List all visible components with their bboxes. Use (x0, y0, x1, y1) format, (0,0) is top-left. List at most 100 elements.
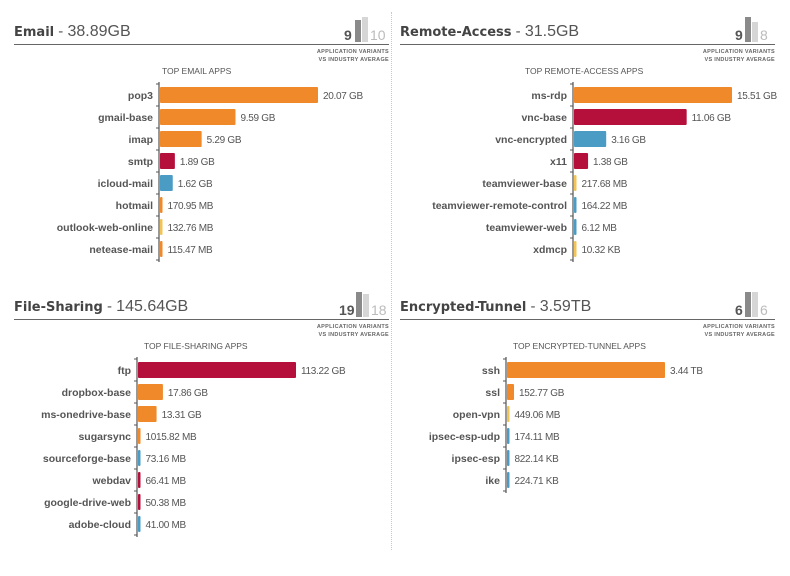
category-label: dropbox-base (62, 387, 132, 399)
value-label: 15.51 GB (737, 91, 777, 102)
bar (138, 472, 141, 488)
bar (160, 131, 202, 147)
category-label: xdmcp (533, 244, 567, 256)
category-label: smtp (128, 156, 153, 168)
panel-divider (391, 12, 392, 550)
category-total: 38.89GB (67, 23, 131, 40)
panel-header: Encrypted-Tunnel - 3.59TB 6 6 (400, 287, 775, 320)
variants-indicator: 6 6 (695, 287, 775, 319)
value-label: 73.16 MB (146, 454, 187, 465)
chart-title: TOP REMOTE-ACCESS APPS (525, 66, 644, 76)
category-name: File-Sharing (14, 300, 103, 315)
bar (138, 406, 157, 422)
bar (507, 384, 515, 400)
bar (138, 516, 141, 532)
category-name: Encrypted-Tunnel (400, 300, 527, 315)
caption-line: VS INDUSTRY AVERAGE (704, 332, 775, 338)
value-label: 3.16 GB (611, 135, 646, 146)
category-label: ike (485, 475, 500, 487)
bar (574, 175, 577, 191)
bar (574, 87, 732, 103)
bar (160, 109, 236, 125)
bar (138, 494, 141, 510)
industry-average-count: 6 (760, 302, 768, 318)
category-label: icloud-mail (98, 178, 154, 190)
bar (507, 406, 510, 422)
industry-average-bar (362, 17, 368, 42)
bar (574, 241, 577, 257)
category-label: ms-rdp (531, 90, 567, 102)
chart-title: TOP FILE-SHARING APPS (144, 341, 248, 351)
category-label: vnc-encrypted (495, 134, 567, 146)
value-label: 152.77 GB (519, 388, 565, 399)
category-name: Email (14, 25, 55, 40)
bar (160, 175, 173, 191)
value-label: 5.29 GB (207, 135, 242, 146)
bar (138, 428, 141, 444)
bar (160, 241, 163, 257)
app-variants-count: 19 (339, 302, 355, 318)
caption-line: APPLICATION VARIANTS (702, 324, 775, 330)
bar (160, 197, 163, 213)
value-label: 224.71 KB (515, 476, 560, 487)
value-label: 217.68 MB (582, 179, 628, 190)
value-label: 132.76 MB (168, 223, 214, 234)
value-label: 1.38 GB (593, 157, 628, 168)
category-label: sourceforge-base (43, 453, 131, 465)
panel-title: Email - 38.89GB (14, 23, 131, 41)
app-variants-bar (745, 292, 751, 317)
industry-average-count: 10 (370, 27, 386, 43)
value-label: 164.22 MB (582, 201, 628, 212)
value-label: 10.32 KB (582, 245, 621, 256)
industry-average-count: 8 (760, 27, 768, 43)
value-label: 174.11 MB (515, 432, 561, 443)
title-separator: - (54, 23, 68, 40)
app-variants-count: 9 (344, 27, 352, 43)
caption-line: VS INDUSTRY AVERAGE (318, 332, 389, 338)
category-label: google-drive-web (44, 497, 131, 509)
category-label: adobe-cloud (69, 519, 131, 531)
bar-chart: ms-rdp 15.51 GB vnc-base 11.06 GB vnc-encryp… (432, 82, 778, 262)
category-label: outlook-web-online (57, 222, 153, 234)
bar (138, 450, 141, 466)
category-label: hotmail (116, 200, 153, 212)
bar (507, 472, 510, 488)
category-total: 31.5GB (524, 23, 580, 40)
caption-line: APPLICATION VARIANTS (702, 49, 775, 55)
category-label: ftp (118, 365, 131, 377)
industry-average-count: 18 (371, 302, 387, 318)
chart-title: TOP EMAIL APPS (162, 66, 232, 76)
category-label: teamviewer-base (482, 178, 567, 190)
panel-title: Remote-Access - 31.5GB (400, 23, 579, 41)
value-label: 50.38 MB (146, 498, 187, 509)
title-separator: - (102, 298, 117, 315)
panel-encrypted-tunnel: Encrypted-Tunnel - 3.59TB 6 6 APPLICATIO… (400, 287, 775, 557)
bar (507, 450, 510, 466)
bar (507, 362, 665, 378)
value-label: 1.62 GB (178, 179, 213, 190)
value-label: 3.44 TB (670, 366, 703, 377)
value-label: 66.41 MB (146, 476, 187, 487)
app-variants-bar (745, 17, 751, 42)
bar (160, 153, 175, 169)
value-label: 170.95 MB (168, 201, 214, 212)
title-separator: - (511, 23, 525, 40)
category-label: ssh (482, 365, 500, 377)
variants-caption: APPLICATION VARIANTS VS INDUSTRY AVERAGE (703, 48, 775, 64)
category-label: teamviewer-web (486, 222, 567, 234)
variants-indicator: 9 10 (309, 12, 389, 44)
value-label: 1015.82 MB (146, 432, 198, 443)
value-label: 20.07 GB (323, 91, 363, 102)
category-label: sugarsync (78, 431, 131, 443)
bar (574, 131, 607, 147)
panel-file-sharing: File-Sharing - 145.64GB 19 18 APPLICATIO… (14, 287, 389, 557)
panel-header: File-Sharing - 145.64GB 19 18 (14, 287, 389, 320)
value-label: 41.00 MB (146, 520, 187, 531)
caption-line: VS INDUSTRY AVERAGE (318, 57, 389, 63)
category-total: 145.64GB (116, 298, 189, 315)
value-label: 9.59 GB (240, 113, 275, 124)
bar (574, 109, 687, 125)
variants-caption: APPLICATION VARIANTS VS INDUSTRY AVERAGE (317, 323, 389, 339)
panel-title: Encrypted-Tunnel - 3.59TB (400, 298, 591, 316)
value-label: 17.86 GB (168, 388, 208, 399)
